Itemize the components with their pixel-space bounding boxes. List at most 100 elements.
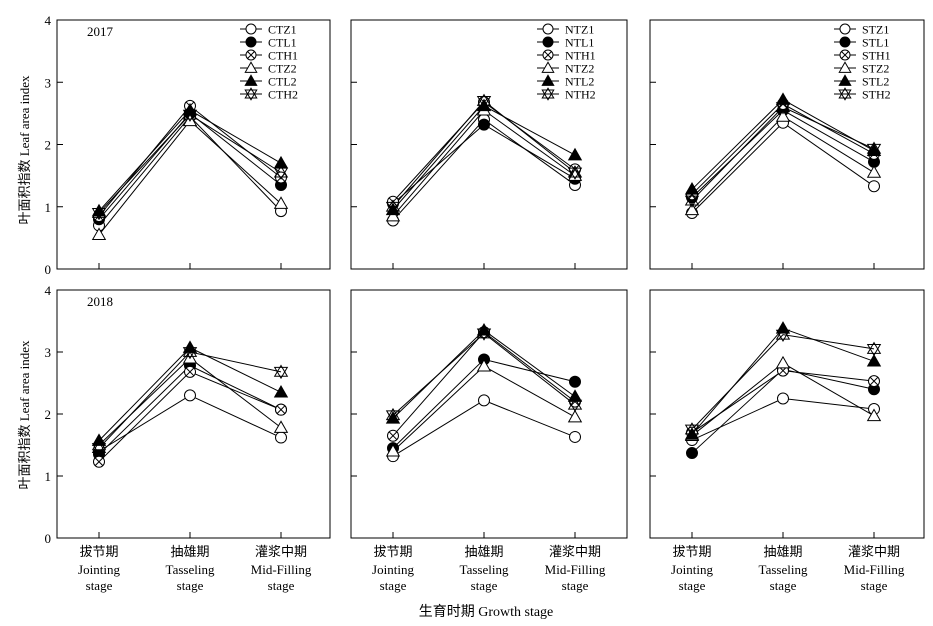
x-tick-label-en: Jointing xyxy=(78,562,120,577)
point-NTZ2-3 xyxy=(567,409,583,423)
legend-label-NTL2: NTL2 xyxy=(565,75,594,89)
x-tick-label-cn: 灌浆中期 xyxy=(549,544,601,559)
x-tick-label-en-stage: stage xyxy=(380,578,407,593)
y-tick-label: 4 xyxy=(45,283,52,298)
series-line-NTZ1 xyxy=(392,399,576,457)
point-CTH1-1 xyxy=(93,455,105,468)
series-line-CTH1 xyxy=(98,371,282,463)
series-line-CTZ1 xyxy=(98,394,282,452)
legend-marker-STH1 xyxy=(839,49,851,61)
point-NTL2-3 xyxy=(567,389,583,402)
point-NTH2-3 xyxy=(567,165,583,180)
point-STH2-2 xyxy=(775,99,791,115)
legend-label-CTL2: CTL2 xyxy=(268,75,297,89)
point-CTH2-3 xyxy=(273,165,289,180)
point-NTL2-1 xyxy=(385,411,401,424)
legend-marker-CTZ1 xyxy=(245,23,257,35)
legend-marker-CTL2 xyxy=(244,74,258,86)
legend-label-NTH1: NTH1 xyxy=(565,49,596,63)
panel-2018-CT: 01234拔节期Jointingstage抽雄期Tasselingstage灌浆… xyxy=(45,283,331,593)
legend-label-CTH1: CTH1 xyxy=(268,49,298,63)
series-line-CTL1 xyxy=(98,112,282,220)
point-NTZ1-3 xyxy=(569,430,581,443)
point-CTH2-2 xyxy=(182,107,198,122)
point-NTH1-1 xyxy=(387,429,399,442)
x-tick-label-cn: 抽雄期 xyxy=(464,544,503,559)
legend-marker-STZ2 xyxy=(838,61,852,73)
y-tick-label: 3 xyxy=(45,75,52,90)
point-STH1-3 xyxy=(868,375,880,388)
point-STL2-2 xyxy=(775,92,791,105)
y-tick-label: 2 xyxy=(45,407,52,422)
legend-marker-STL2 xyxy=(838,74,852,86)
legend-label-NTL1: NTL1 xyxy=(565,36,594,50)
legend-marker-NTZ1 xyxy=(542,23,554,35)
point-CTZ2-3 xyxy=(273,420,289,433)
x-tick-label-en-stage: stage xyxy=(268,578,295,593)
point-STZ2-2 xyxy=(775,355,791,369)
legend-marker-STZ1 xyxy=(839,23,851,35)
legend-marker-CTH1 xyxy=(245,49,257,61)
x-tick-label-en-stage: stage xyxy=(770,578,797,593)
series-line-STL1 xyxy=(691,368,875,454)
legend-label-NTZ2: NTZ2 xyxy=(565,62,594,76)
x-tick-label-en: Jointing xyxy=(671,562,713,577)
y-tick-label: 4 xyxy=(45,13,52,28)
y-axis-titles: 叶面积指数 Leaf area index 叶面积指数 Leaf area in… xyxy=(17,75,32,490)
series-line-CTZ1 xyxy=(98,115,282,226)
point-NTZ2-1 xyxy=(385,208,401,222)
x-tick-label-cn: 灌浆中期 xyxy=(848,544,900,559)
legend-marker-CTH2 xyxy=(244,87,258,101)
series-line-CTZ2 xyxy=(98,120,282,236)
legend-marker-CTL1 xyxy=(245,36,257,48)
x-tick-label-cn: 抽雄期 xyxy=(763,544,802,559)
x-tick-label-cn: 灌浆中期 xyxy=(255,544,307,559)
point-NTL2-3 xyxy=(567,147,583,161)
x-axis-title: 生育时期 Growth stage xyxy=(419,604,554,620)
point-STL2-3 xyxy=(866,353,882,367)
legend-label-STZ2: STZ2 xyxy=(862,62,889,76)
point-STH2-3 xyxy=(866,141,882,157)
legend-marker-STH2 xyxy=(838,87,852,101)
point-CTH2-1 xyxy=(91,440,107,456)
point-STZ1-2 xyxy=(777,392,789,405)
legend-label-CTZ1: CTZ1 xyxy=(268,23,297,37)
panel-2018-NT: 拔节期Jointingstage抽雄期Tasselingstage灌浆中期Mid… xyxy=(350,289,628,593)
point-STZ2-3 xyxy=(866,408,882,422)
year-label: 2018 xyxy=(87,294,113,309)
point-CTL2-2 xyxy=(182,102,198,116)
x-tick-label-cn: 拔节期 xyxy=(373,544,412,559)
point-NTZ1-2 xyxy=(478,394,490,407)
y-tick-label: 1 xyxy=(45,469,52,484)
point-STZ2-1 xyxy=(684,202,700,216)
point-CTZ2-1 xyxy=(91,227,107,241)
point-NTH2-2 xyxy=(476,93,492,109)
x-tick-label-en: Tasseling xyxy=(759,562,808,577)
series-line-STZ1 xyxy=(691,397,875,441)
x-tick-label-cn: 抽雄期 xyxy=(170,544,209,559)
point-CTH1-2 xyxy=(184,365,196,378)
y-tick-label: 3 xyxy=(45,345,52,360)
y-axis-title-2017: 叶面积指数 Leaf area index xyxy=(17,75,32,225)
legend-label-NTH2: NTH2 xyxy=(565,88,596,102)
point-CTL2-2 xyxy=(182,340,198,353)
point-CTZ1-3 xyxy=(275,431,287,444)
legend-label-CTL1: CTL1 xyxy=(268,36,297,50)
point-CTH2-2 xyxy=(182,344,198,360)
x-tick-label-en: Mid-Filling xyxy=(251,562,312,577)
point-STL1-1 xyxy=(686,447,698,460)
legend-label-STH1: STH1 xyxy=(862,49,891,63)
series-line-NTZ2 xyxy=(392,365,576,452)
point-STZ1-3 xyxy=(868,180,880,193)
x-tick-label-en: Mid-Filling xyxy=(844,562,905,577)
point-CTZ2-3 xyxy=(273,196,289,209)
x-tick-label-en-stage: stage xyxy=(86,578,113,593)
legend-label-CTZ2: CTZ2 xyxy=(268,62,297,76)
point-NTH2-3 xyxy=(567,397,583,413)
legend-label-NTZ1: NTZ1 xyxy=(565,23,594,37)
